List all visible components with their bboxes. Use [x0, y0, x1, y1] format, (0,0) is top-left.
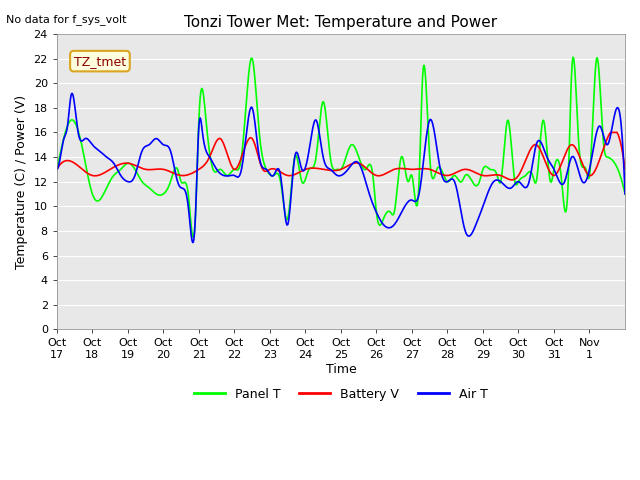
Panel T — [621, 191, 629, 197]
Battery V — [508, 177, 516, 183]
Panel T — [111, 171, 118, 177]
Air T — [111, 163, 119, 169]
Text: No data for f_sys_volt: No data for f_sys_volt — [6, 14, 127, 25]
Panel T — [444, 179, 451, 185]
Air T — [508, 185, 515, 191]
Air T — [444, 179, 452, 184]
Battery V — [607, 130, 614, 135]
Title: Tonzi Tower Met: Temperature and Power: Tonzi Tower Met: Temperature and Power — [184, 15, 497, 30]
Panel T — [304, 169, 312, 175]
Y-axis label: Temperature (C) / Power (V): Temperature (C) / Power (V) — [15, 95, 28, 269]
Air T — [621, 191, 629, 197]
Line: Battery V: Battery V — [57, 132, 625, 180]
Text: TZ_tmet: TZ_tmet — [74, 55, 126, 68]
Panel T — [53, 167, 61, 172]
Battery V — [303, 166, 311, 172]
Panel T — [507, 135, 515, 141]
Battery V — [53, 167, 61, 172]
Air T — [189, 240, 196, 245]
Panel T — [570, 54, 577, 60]
Line: Air T: Air T — [57, 94, 625, 242]
Air T — [68, 91, 76, 96]
Battery V — [506, 177, 514, 182]
Battery V — [621, 167, 629, 172]
X-axis label: Time: Time — [326, 363, 356, 376]
Panel T — [497, 180, 504, 185]
Battery V — [111, 164, 118, 169]
Legend: Panel T, Battery V, Air T: Panel T, Battery V, Air T — [189, 383, 493, 406]
Battery V — [443, 173, 451, 179]
Battery V — [283, 172, 291, 178]
Air T — [53, 167, 61, 172]
Air T — [497, 179, 505, 185]
Air T — [284, 222, 292, 228]
Panel T — [284, 216, 291, 222]
Line: Panel T: Panel T — [57, 57, 625, 238]
Panel T — [189, 235, 197, 240]
Air T — [305, 152, 312, 158]
Battery V — [496, 172, 504, 178]
